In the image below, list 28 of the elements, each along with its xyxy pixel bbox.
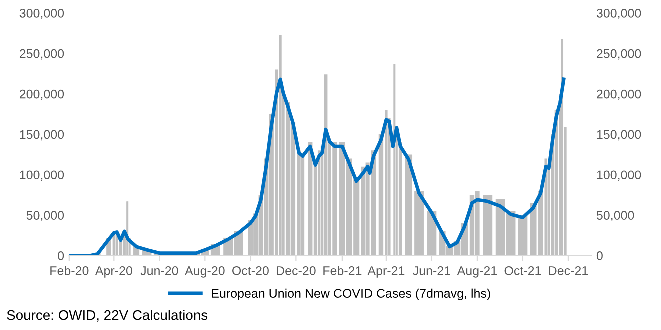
y2-tick-label: 250,000	[597, 49, 642, 60]
y-tick-label: 300,000	[20, 9, 64, 20]
y-tick-label: 200,000	[20, 90, 64, 100]
x-tick-label: Apr-21	[368, 266, 405, 278]
y2-tick-label: 50,000	[596, 211, 634, 222]
x-tick-label: Feb-21	[324, 266, 362, 276]
x-tick-label: Apr-20	[95, 266, 132, 278]
x-tick-label: Oct-20	[232, 266, 269, 276]
legend-label: European Union New COVID Cases (7dmavg, lhs)	[212, 288, 490, 300]
y2-tick-label: 0	[596, 252, 603, 260]
y-tick-label: 0	[58, 252, 64, 260]
y-tick-label: 250,000	[20, 49, 64, 60]
y2-tick-label: 200,000	[597, 90, 642, 100]
y2-tick-label: 150,000	[597, 130, 642, 141]
x-tick-label: Aug-20	[185, 266, 225, 278]
y2-tick-label: 100,000	[597, 170, 642, 182]
y-tick-label: 100,000	[20, 170, 64, 182]
x-tick-label: Jun-21	[413, 266, 450, 276]
x-tick-label: Aug-21	[457, 266, 498, 278]
x-tick-label: Oct-21	[504, 266, 542, 276]
x-tick-label: Feb-20	[50, 266, 89, 276]
x-tick-label: Dec-21	[549, 266, 588, 276]
y-tick-label: 50,000	[26, 211, 64, 222]
x-tick-label: Dec-20	[277, 266, 316, 276]
y-tick-label: 150,000	[20, 130, 64, 141]
y2-tick-label: 300,000	[596, 9, 642, 20]
source-note: Source: OWID, 22V Calculations	[7, 310, 208, 322]
x-tick-label: Jun-20	[140, 266, 178, 276]
